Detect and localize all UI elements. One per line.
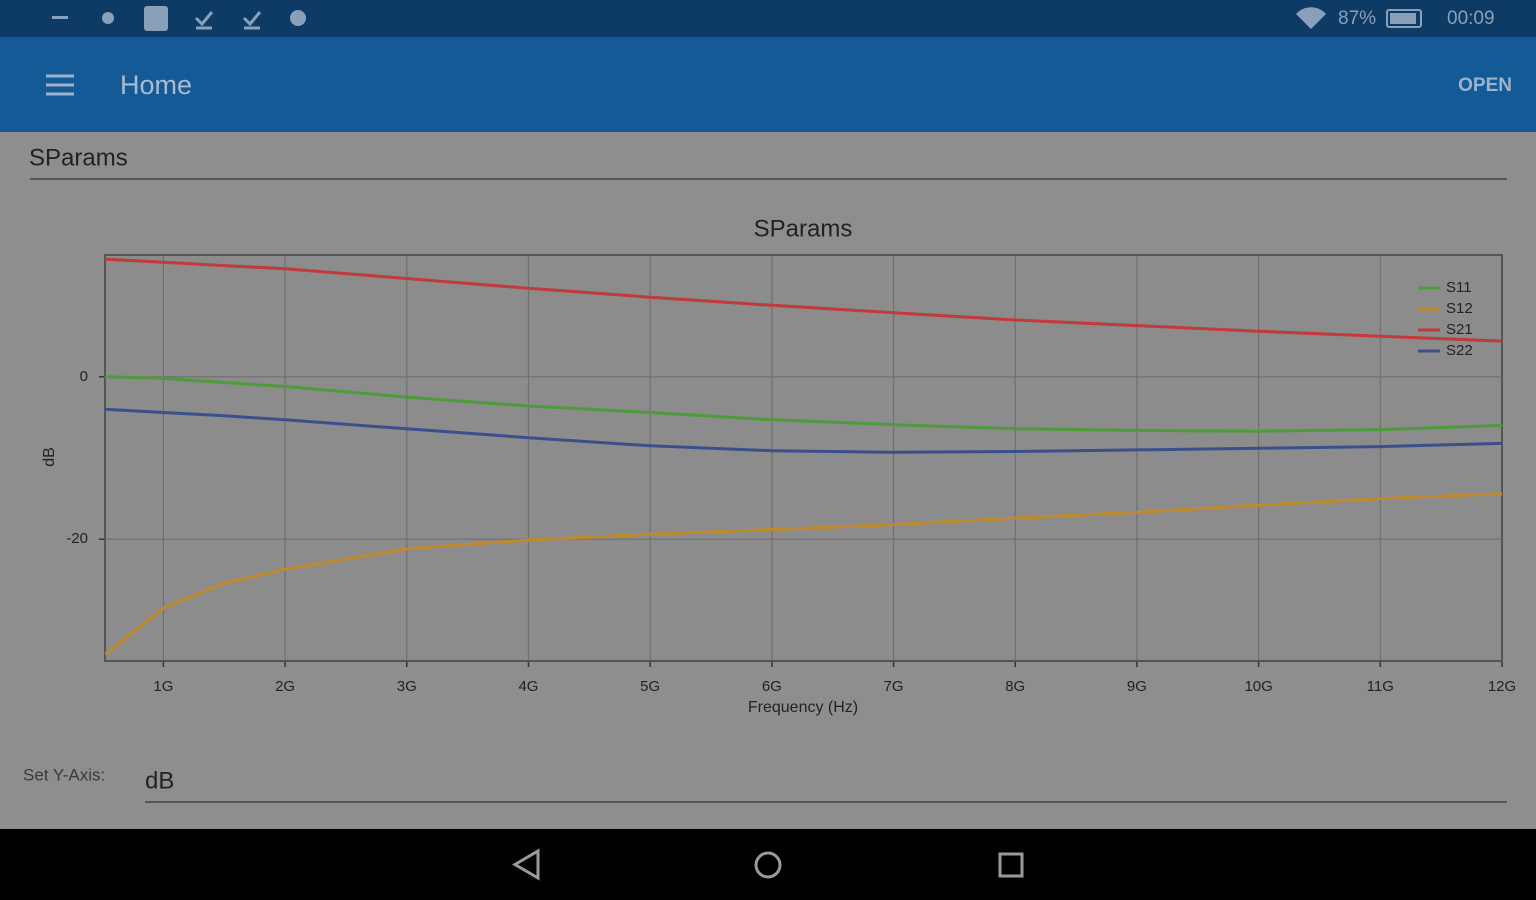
x-tick-label: 6G <box>762 678 782 695</box>
back-button[interactable] <box>512 848 540 881</box>
legend-label: S22 <box>1446 342 1473 359</box>
chart-title: SParams <box>754 215 853 242</box>
plot-area <box>105 255 1502 661</box>
app-title: Home <box>120 70 192 100</box>
spinner[interactable]: SParams <box>29 144 128 171</box>
series-line <box>105 407 1502 454</box>
recents-button[interactable] <box>998 852 1024 878</box>
y-tick-label: -20 <box>66 530 88 547</box>
clock: 00:09 <box>1447 8 1495 29</box>
legend-label: S12 <box>1446 300 1473 317</box>
menu-button[interactable] <box>46 74 74 96</box>
series-line <box>105 375 1502 433</box>
plot-border <box>104 254 1503 662</box>
legend-label: S21 <box>1446 321 1473 338</box>
open-button[interactable]: OPEN <box>1458 75 1512 96</box>
x-tick-label: 3G <box>397 678 417 695</box>
x-tick-label: 11G <box>1367 678 1394 695</box>
y-axis-setting-label: Set Y-Axis: <box>23 765 105 784</box>
x-tick-label: 9G <box>1127 678 1147 695</box>
legend-label: S11 <box>1446 279 1472 296</box>
series-line <box>105 492 1502 656</box>
x-tick-label: 5G <box>640 678 660 695</box>
x-tick-label: 10G <box>1244 678 1272 695</box>
x-tick-label: 4G <box>518 678 538 695</box>
x-tick-label: 1G <box>153 678 173 695</box>
home-button[interactable] <box>754 851 782 879</box>
chart: SParams Frequency (Hz) dB 1G 2G 3G 4G 5G 6G 7G… <box>41 215 1516 716</box>
y-tick-label: 0 <box>80 368 88 385</box>
x-axis-label: Frequency (Hz) <box>748 699 858 716</box>
battery-level: 87% <box>1338 8 1376 29</box>
status-icons <box>52 6 1422 31</box>
series-line <box>105 257 1502 343</box>
x-tick-label: 7G <box>884 678 904 695</box>
nav-bar <box>0 829 1536 900</box>
x-tick-label: 2G <box>275 678 295 695</box>
x-tick-label: 12G <box>1488 678 1516 695</box>
app-bar <box>0 37 1536 132</box>
y-axis-label: dB <box>41 447 58 467</box>
x-tick-label: 8G <box>1005 678 1025 695</box>
y-axis-setting-input[interactable]: dB <box>145 767 174 794</box>
